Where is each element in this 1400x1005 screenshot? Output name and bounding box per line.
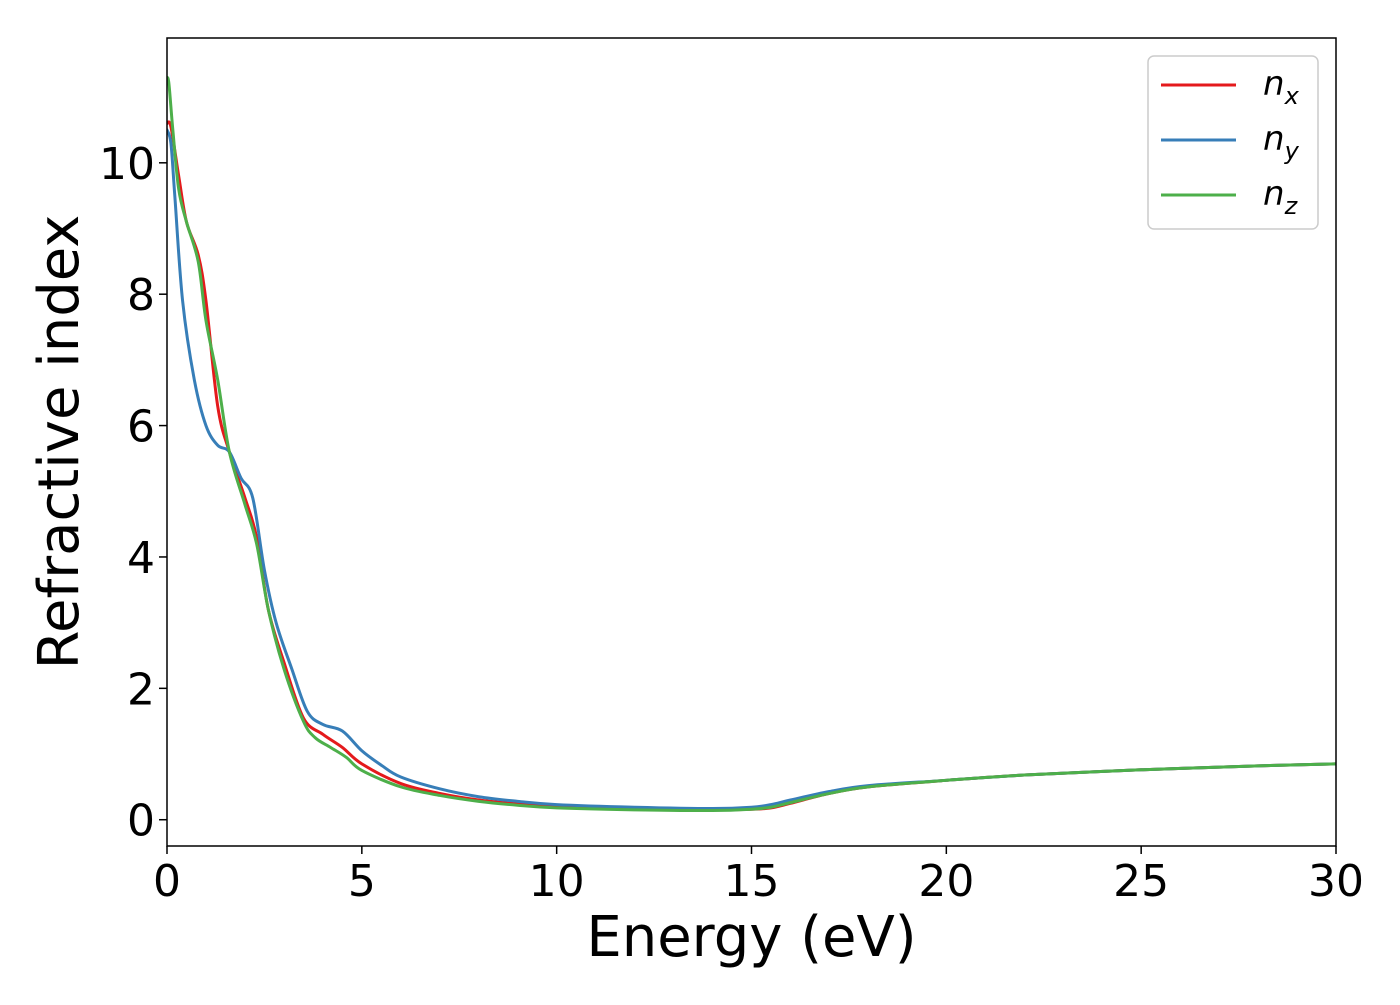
x-axis-label: Energy (eV): [586, 905, 916, 970]
y-tick-label: 0: [127, 796, 155, 847]
x-tick-label: 5: [348, 856, 376, 907]
y-tick-label: 6: [127, 402, 155, 453]
legend: nx ny nz: [1147, 55, 1319, 230]
legend-item-ny: ny: [1161, 119, 1300, 165]
y-axis-ticks: 0 2 4 6 8 10: [99, 139, 167, 847]
x-tick-label: 20: [918, 856, 974, 907]
legend-label: nx: [1263, 64, 1300, 110]
series-layer: [167, 75, 1336, 813]
legend-box: [1147, 55, 1319, 230]
series-line-nz: [167, 75, 1336, 813]
x-tick-label: 25: [1113, 856, 1169, 907]
x-tick-label: 15: [724, 856, 780, 907]
legend-item-nx: nx: [1161, 64, 1300, 110]
x-tick-label: 30: [1308, 856, 1364, 907]
legend-label: ny: [1263, 119, 1300, 165]
x-tick-label: 0: [153, 856, 181, 907]
x-axis-ticks: 0 5 10 15 20 25 30: [153, 846, 1364, 907]
legend-items: nx ny nz: [1161, 64, 1300, 220]
y-tick-label: 2: [127, 664, 155, 715]
legend-item-nz: nz: [1161, 174, 1299, 220]
y-tick-label: 4: [127, 533, 155, 584]
y-tick-label: 10: [99, 139, 155, 190]
x-tick-label: 10: [529, 856, 585, 907]
series-line-ny: [167, 128, 1336, 811]
legend-label: nz: [1263, 174, 1299, 220]
y-tick-label: 8: [127, 270, 155, 321]
y-axis-label: Refractive index: [27, 215, 92, 670]
